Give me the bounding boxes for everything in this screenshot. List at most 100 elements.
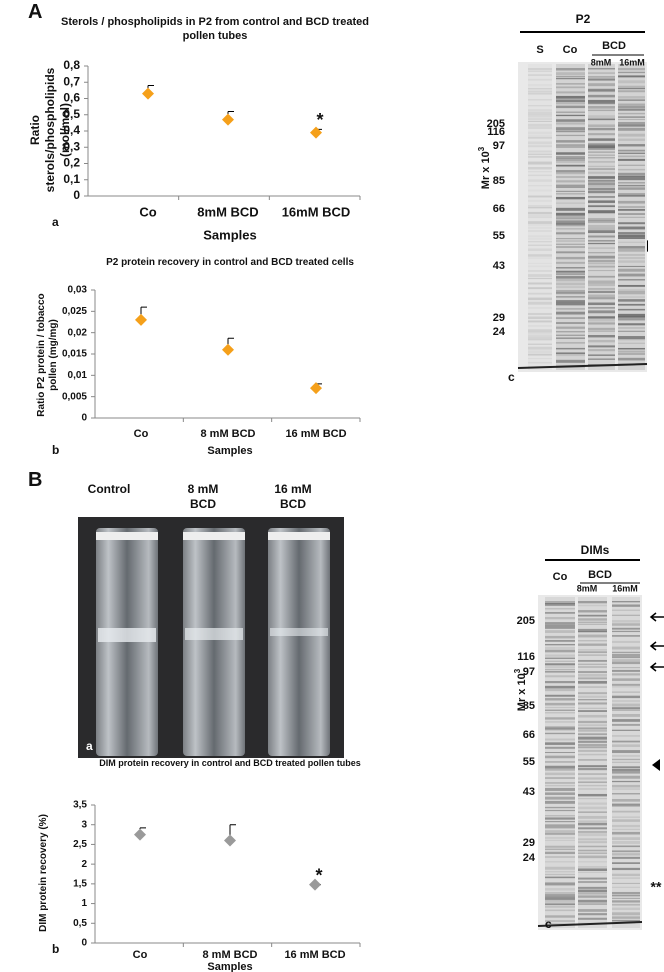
gel-band [556, 144, 585, 147]
mw-axis-text: Mr x 10 [480, 151, 492, 189]
gel-band [545, 688, 575, 692]
gel-band [618, 105, 645, 109]
gel-band [578, 827, 607, 830]
gel-band [618, 195, 645, 197]
gel-band [578, 822, 607, 826]
y-tick-label: 0,7 [63, 74, 80, 88]
gel-band [528, 361, 552, 364]
gel-band [528, 320, 552, 323]
mw-marker: 85 [493, 175, 505, 187]
gel-band [612, 740, 640, 743]
gel-band [612, 729, 640, 731]
gel-band [528, 336, 552, 340]
gel-band [588, 283, 615, 287]
gel-band [612, 719, 640, 722]
gel-band [588, 290, 615, 294]
gel-band [556, 119, 585, 122]
gel-band [588, 220, 615, 223]
gel-band [545, 675, 575, 678]
gel-band [612, 683, 640, 686]
gel-band [578, 852, 607, 854]
gel-band [528, 287, 552, 290]
gel-front [537, 921, 643, 927]
gel-band [528, 325, 552, 327]
gel-band [578, 845, 607, 848]
photo-label: 8 mM BCD [187, 482, 219, 511]
gel-band [556, 122, 585, 125]
gel-band [556, 140, 585, 143]
gel-band [556, 240, 585, 242]
y-axis-label: Ratio sterols/phospholipids (mol/mol) [27, 67, 72, 193]
gel-band [556, 193, 585, 195]
gel-band [528, 282, 552, 285]
gel-band [612, 640, 640, 643]
gel-band [556, 354, 585, 357]
gel-band [528, 312, 552, 316]
gel-band [618, 352, 645, 355]
gel-band [545, 792, 575, 795]
y-tick-label: 0,8 [63, 58, 80, 72]
gel-band [578, 855, 607, 859]
gel-band [612, 810, 640, 813]
gel-band [618, 323, 645, 326]
gel-band [578, 692, 607, 695]
gel-band [556, 238, 585, 240]
gel-band [528, 123, 552, 127]
gel-band [545, 856, 575, 858]
gel-band [545, 706, 575, 709]
gel-band [588, 106, 615, 109]
gel-band [556, 156, 585, 159]
gel-band [545, 761, 575, 763]
y-tick-label: 0,6 [63, 91, 80, 105]
gel-band [612, 766, 640, 769]
gel-band [578, 654, 607, 656]
panel-tag: c [508, 370, 515, 384]
gel-band [618, 177, 645, 181]
gel-band [556, 292, 585, 295]
gel-lane [556, 64, 585, 370]
y-axis-label: Ratio P2 protein / tobacco pollen (mg/mg… [35, 293, 60, 417]
gel-band [612, 601, 640, 603]
gel-band [528, 135, 552, 137]
mw-marker: 205 [517, 615, 535, 627]
gel-band [556, 224, 585, 227]
gel-band [588, 138, 615, 141]
gel-band [612, 867, 640, 871]
gel-band [556, 286, 585, 288]
gel-band [528, 185, 552, 187]
mw-axis-sup: 3 [477, 146, 486, 151]
gel-band [588, 345, 615, 348]
gel-band [612, 919, 640, 922]
gel-band [618, 222, 645, 225]
mw-marker: 29 [523, 837, 535, 849]
gel-band [612, 916, 640, 919]
y-tick-label: 0,025 [62, 306, 87, 317]
gel-band [612, 788, 640, 790]
gel-band [578, 729, 607, 732]
gel-band [556, 300, 585, 303]
gel-band [612, 714, 640, 717]
gel-band [612, 695, 640, 699]
gel-band [556, 243, 585, 245]
y-tick-label: 0,01 [68, 370, 88, 381]
gel-band [618, 226, 645, 230]
gel-band [618, 260, 645, 263]
gel-band [578, 702, 607, 705]
gel-band [588, 88, 615, 92]
gel-band [612, 897, 640, 899]
gel-band [612, 667, 640, 669]
mw-marker: 205 [487, 118, 505, 130]
gel-band [618, 71, 645, 74]
gel-band [618, 99, 645, 101]
gel-band [556, 202, 585, 204]
gel-band [612, 627, 640, 630]
gel-band [618, 90, 645, 93]
tubes [96, 528, 330, 756]
gel-band [612, 703, 640, 707]
gel-band [528, 248, 552, 252]
gel-band [578, 841, 607, 844]
photo-tag: a [86, 739, 93, 753]
gel-lane [588, 64, 615, 370]
gel-band [528, 266, 552, 268]
gel-band [612, 661, 640, 665]
